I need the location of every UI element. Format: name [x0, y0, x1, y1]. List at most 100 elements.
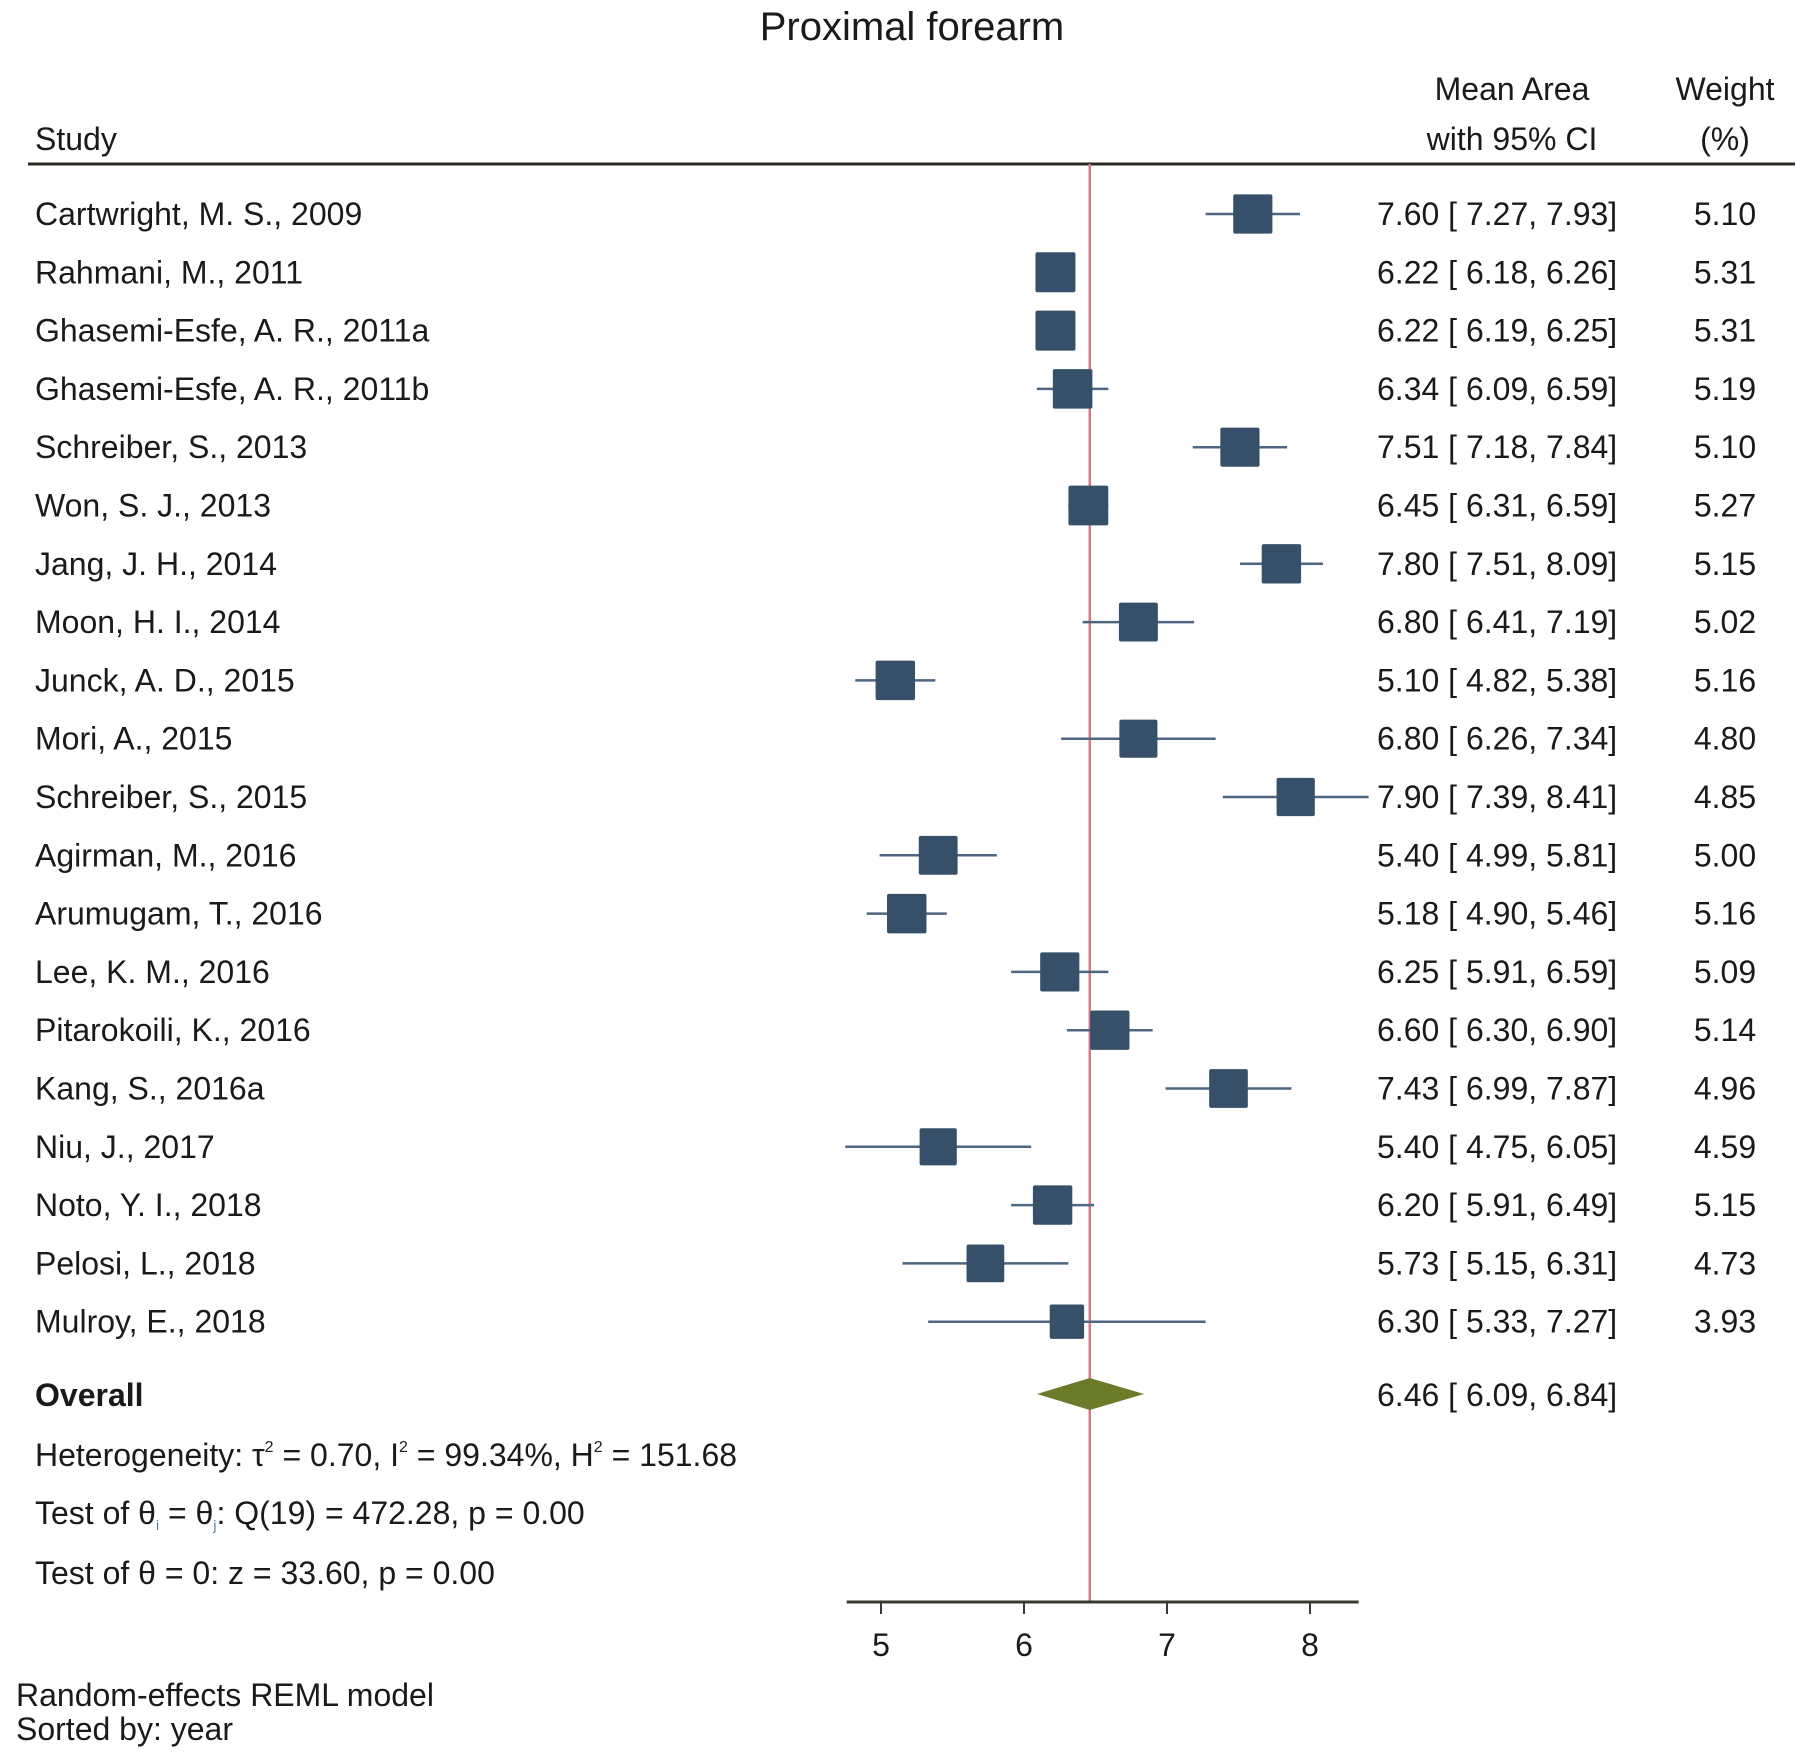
study-label: Schreiber, S., 2013 — [35, 429, 307, 465]
study-label: Noto, Y. I., 2018 — [35, 1187, 262, 1223]
study-weight: 5.10 — [1694, 429, 1756, 465]
study-label: Lee, K. M., 2016 — [35, 954, 270, 990]
study-ci-text: 5.40 [ 4.75, 6.05] — [1377, 1129, 1617, 1165]
study-ci-text: 5.73 [ 5.15, 6.31] — [1377, 1245, 1617, 1281]
study-marker — [1090, 1010, 1130, 1050]
study-label: Cartwright, M. S., 2009 — [35, 196, 362, 232]
footnote-model: Random-effects REML model — [16, 1677, 434, 1713]
chart-title: Proximal forearm — [760, 5, 1065, 49]
study-weight: 5.02 — [1694, 604, 1756, 640]
study-weight: 5.27 — [1694, 488, 1756, 524]
study-weight: 5.19 — [1694, 371, 1756, 407]
study-ci-text: 7.90 [ 7.39, 8.41] — [1377, 779, 1617, 815]
study-marker — [887, 893, 927, 934]
study-weight: 5.15 — [1694, 546, 1756, 582]
study-weight: 5.09 — [1694, 954, 1756, 990]
x-tick-label: 5 — [872, 1627, 890, 1663]
study-ci-text: 7.60 [ 7.27, 7.93] — [1377, 196, 1617, 232]
x-tick-label: 6 — [1015, 1627, 1033, 1663]
study-label: Mori, A., 2015 — [35, 721, 232, 757]
study-marker — [1233, 194, 1273, 234]
q-test-stats: Test of θi = θj: Q(19) = 472.28, p = 0.0… — [35, 1495, 585, 1533]
study-ci-text: 6.60 [ 6.30, 6.90] — [1377, 1012, 1617, 1048]
study-marker — [1052, 369, 1093, 409]
study-marker — [1276, 777, 1315, 817]
study-label: Pelosi, L., 2018 — [35, 1245, 256, 1281]
study-marker — [1068, 485, 1109, 526]
study-ci-text: 5.40 [ 4.99, 5.81] — [1377, 837, 1617, 873]
study-label: Mulroy, E., 2018 — [35, 1304, 266, 1340]
study-marker — [1261, 544, 1302, 584]
study-label: Agirman, M., 2016 — [35, 837, 296, 873]
study-marker — [1220, 427, 1260, 467]
header-weight-line2: (%) — [1700, 121, 1750, 157]
study-weight: 4.96 — [1694, 1071, 1756, 1107]
overall-ci-text: 6.46 [ 6.09, 6.84] — [1377, 1377, 1617, 1413]
header-effect-line2: with 95% CI — [1426, 121, 1598, 157]
study-label: Arumugam, T., 2016 — [35, 896, 323, 932]
study-label: Rahmani, M., 2011 — [35, 254, 303, 290]
study-label: Niu, J., 2017 — [35, 1129, 215, 1165]
study-label: Junck, A. D., 2015 — [35, 662, 295, 698]
study-marker — [1032, 1185, 1073, 1225]
x-axis: 5 6 7 8 — [846, 1600, 1359, 1663]
study-weight: 5.00 — [1694, 837, 1756, 873]
study-ci-text: 5.18 [ 4.90, 5.46] — [1377, 896, 1617, 932]
study-ci-text: 6.80 [ 6.26, 7.34] — [1377, 721, 1617, 757]
study-marker — [966, 1244, 1005, 1283]
study-label: Schreiber, S., 2015 — [35, 779, 307, 815]
study-weight: 4.59 — [1694, 1129, 1756, 1165]
study-weight: 5.16 — [1694, 662, 1756, 698]
overall-diamond — [1036, 1378, 1145, 1410]
study-label: Ghasemi-Esfe, A. R., 2011a — [35, 313, 429, 349]
study-label: Won, S. J., 2013 — [35, 488, 271, 524]
study-ci-text: 6.45 [ 6.31, 6.59] — [1377, 488, 1617, 524]
z-test-stats: Test of θ = 0: z = 33.60, p = 0.00 — [35, 1555, 495, 1591]
study-marker — [875, 660, 916, 701]
study-weight: 4.73 — [1694, 1245, 1756, 1281]
study-ci-text: 5.10 [ 4.82, 5.38] — [1377, 662, 1617, 698]
study-weight: 4.80 — [1694, 721, 1756, 757]
study-weight: 5.10 — [1694, 196, 1756, 232]
study-ci-text: 7.43 [ 6.99, 7.87] — [1377, 1071, 1617, 1107]
study-marker — [1118, 602, 1158, 642]
study-weight: 5.15 — [1694, 1187, 1756, 1223]
overall-label: Overall — [35, 1377, 144, 1413]
study-label: Ghasemi-Esfe, A. R., 2011b — [35, 371, 429, 407]
study-marker — [918, 835, 958, 875]
study-marker — [1049, 1304, 1085, 1339]
study-ci-text: 7.51 [ 7.18, 7.84] — [1377, 429, 1617, 465]
heterogeneity-stats: Heterogeneity: τ2 = 0.70, I2 = 99.34%, H… — [35, 1437, 737, 1473]
study-ci-text: 6.80 [ 6.41, 7.19] — [1377, 604, 1617, 640]
study-marker — [1035, 252, 1076, 293]
study-weight: 5.14 — [1694, 1012, 1756, 1048]
header-study: Study — [35, 121, 117, 157]
header-weight-line1: Weight — [1675, 71, 1774, 107]
x-tick-label: 7 — [1158, 1627, 1176, 1663]
study-ci-text: 6.20 [ 5.91, 6.49] — [1377, 1187, 1617, 1223]
header-effect-line1: Mean Area — [1435, 71, 1590, 107]
study-ci-text: 6.30 [ 5.33, 7.27] — [1377, 1304, 1617, 1340]
study-ci-text: 6.34 [ 6.09, 6.59] — [1377, 371, 1617, 407]
study-marker — [919, 1128, 957, 1166]
study-weight: 5.16 — [1694, 896, 1756, 932]
footnote-sort: Sorted by: year — [16, 1711, 233, 1747]
study-label: Moon, H. I., 2014 — [35, 604, 280, 640]
study-marker — [1209, 1069, 1248, 1108]
study-ci-text: 6.25 [ 5.91, 6.59] — [1377, 954, 1617, 990]
study-ci-text: 6.22 [ 6.19, 6.25] — [1377, 313, 1617, 349]
study-weight: 5.31 — [1694, 254, 1756, 290]
study-ci-text: 6.22 [ 6.18, 6.26] — [1377, 254, 1617, 290]
study-marker — [1035, 310, 1076, 351]
study-label: Kang, S., 2016a — [35, 1071, 265, 1107]
study-weight: 4.85 — [1694, 779, 1756, 815]
study-weight: 5.31 — [1694, 313, 1756, 349]
study-label: Pitarokoili, K., 2016 — [35, 1012, 311, 1048]
study-label: Jang, J. H., 2014 — [35, 546, 277, 582]
study-weight: 3.93 — [1694, 1304, 1756, 1340]
study-ci-text: 7.80 [ 7.51, 8.09] — [1377, 546, 1617, 582]
study-marker — [1040, 952, 1080, 992]
study-marker — [1119, 719, 1158, 758]
x-tick-label: 8 — [1301, 1627, 1319, 1663]
